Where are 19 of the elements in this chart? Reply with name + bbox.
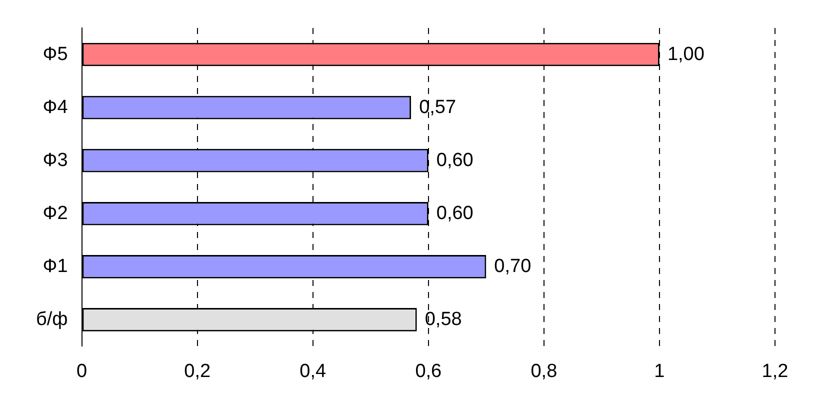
data-label: 0,60 (436, 202, 474, 224)
y-tick-label: Ф5 (42, 44, 68, 65)
x-tick-label: 1,2 (762, 360, 788, 382)
y-tick-label: Ф1 (42, 256, 68, 277)
x-tick-label: 1 (654, 360, 665, 382)
x-tick-label: 0,4 (300, 360, 326, 382)
x-tick-label: 0,6 (415, 360, 442, 382)
y-tick-label: Ф4 (42, 96, 68, 118)
y-tick-label: Ф3 (42, 150, 68, 171)
y-tick-label: Ф2 (42, 202, 68, 224)
x-tick-label: 0 (76, 360, 88, 382)
data-label: 0,57 (419, 96, 456, 118)
x-tick-label: 0,8 (530, 360, 558, 382)
y-tick-label: б/ф (36, 308, 68, 330)
data-label: 0,60 (436, 150, 474, 171)
data-label: 0,58 (424, 308, 462, 330)
data-label: 0,70 (494, 256, 532, 277)
data-label: 1,00 (667, 44, 704, 65)
x-tick-label: 0,2 (184, 360, 211, 382)
